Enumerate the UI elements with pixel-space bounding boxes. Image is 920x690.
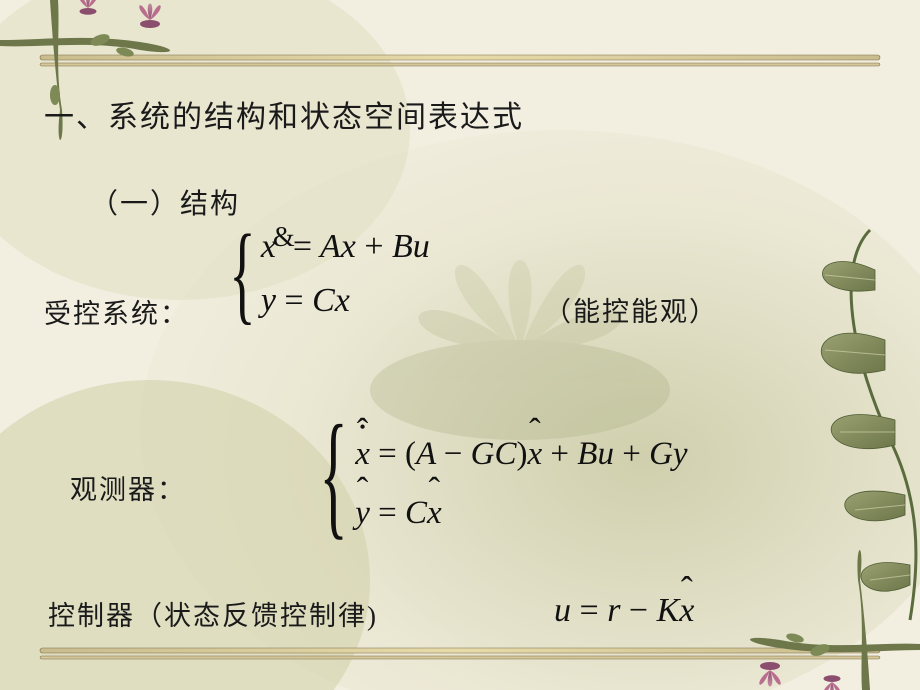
- eq-sys-line1: x&..= Ax + Bu: [261, 228, 430, 266]
- equation-controller: u = r − Kx: [554, 592, 694, 630]
- eq-obs-line1: x = (A − GC)x + Bu + Gy: [355, 436, 687, 473]
- equation-observer: { x = (A − GC)x + Bu + Gy y = Cx: [300, 412, 688, 538]
- label-controlled-system: 受控系统：: [44, 292, 189, 331]
- heading-main: 一、系统的结构和状态空间表达式: [44, 92, 524, 136]
- label-controller: 控制器（状态反馈控制律): [48, 594, 378, 633]
- label-observer: 观测器：: [70, 468, 186, 507]
- note-controllable-observable: （能控能观）: [544, 290, 718, 329]
- eq-sys-line2: y = Cx: [261, 282, 430, 320]
- heading-sub: （一）结构: [90, 182, 240, 222]
- equation-system: { x&..= Ax + Bu y = Cx: [216, 224, 430, 323]
- slide-content: 一、系统的结构和状态空间表达式 （一）结构 受控系统： { x&..= Ax +…: [0, 0, 920, 690]
- eq-obs-line2: y = Cx: [355, 495, 687, 532]
